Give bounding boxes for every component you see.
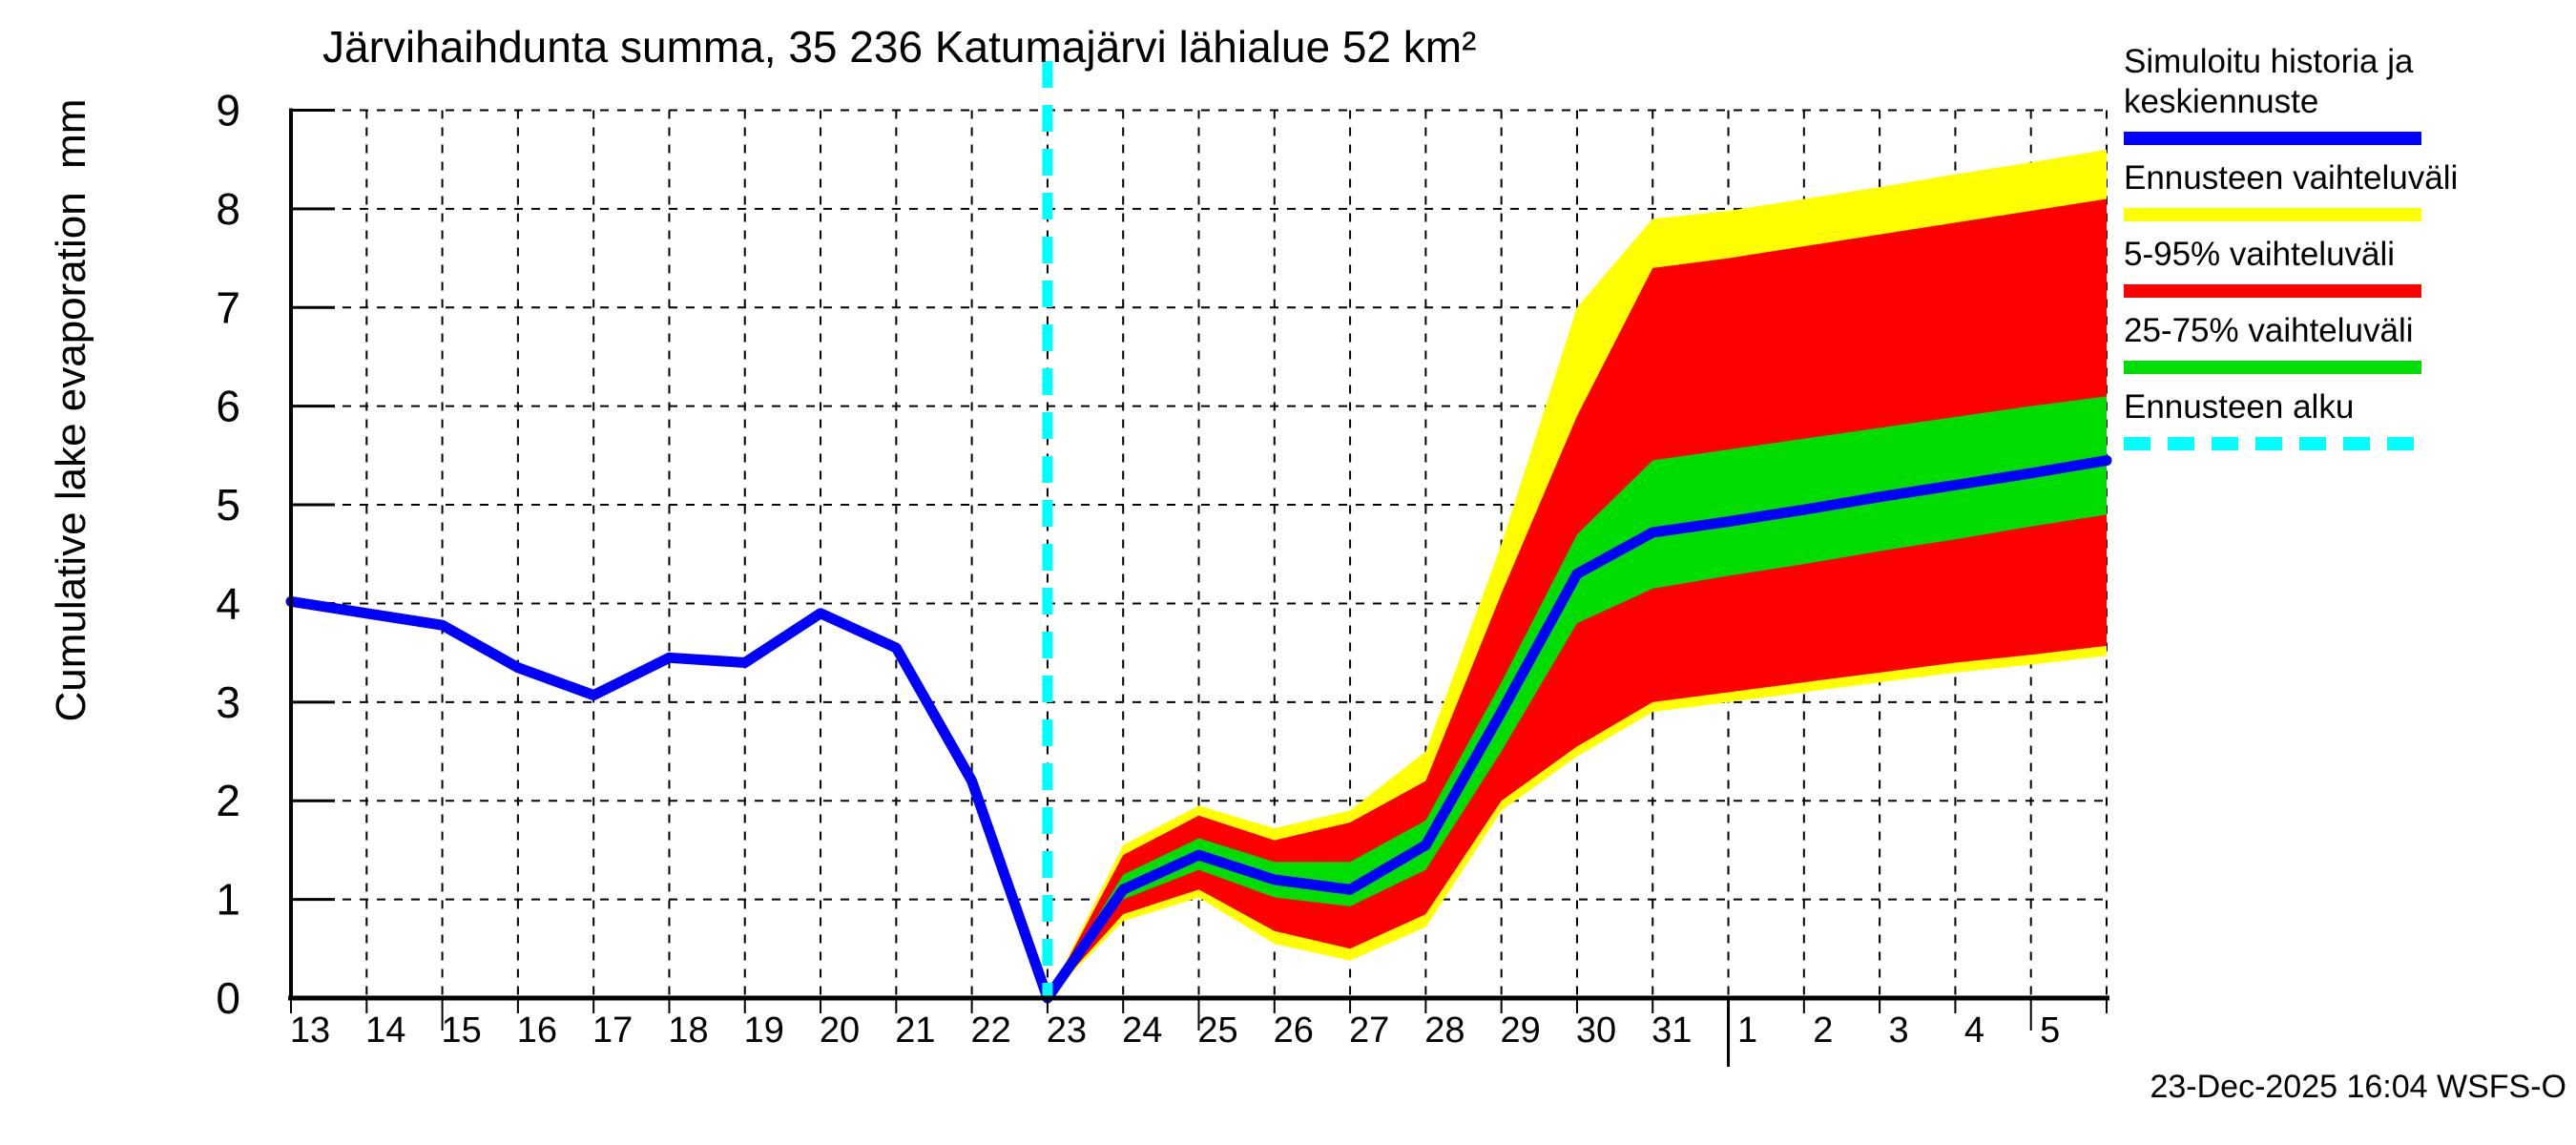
band — [1047, 396, 2107, 999]
legend-item-full-range: Ennusteen vaihteluväli — [2124, 158, 2572, 221]
legend-item-history: Simuloitu historia ja keskiennuste — [2124, 42, 2572, 145]
x-tick-label: 20 — [820, 1010, 860, 1051]
x-tick-label: 24 — [1122, 1010, 1162, 1051]
legend-label: Simuloitu historia ja — [2124, 43, 2414, 80]
legend-item-5-95: 5-95% vaihteluväli — [2124, 235, 2572, 298]
x-tick-label: 30 — [1576, 1010, 1616, 1051]
y-tick-label: 1 — [216, 875, 240, 925]
x-tick-label: 26 — [1274, 1010, 1314, 1051]
x-tick-label: 31 — [1652, 1010, 1692, 1051]
x-tick-label: 27 — [1349, 1010, 1389, 1051]
y-tick-label: 7 — [216, 282, 240, 332]
legend-item-25-75: 25-75% vaihteluväli — [2124, 311, 2572, 374]
y-tick-label: 0 — [216, 973, 240, 1023]
x-axis-month-december: Joulukuu 2025 December — [294, 1055, 552, 1145]
x-tick-label: 28 — [1424, 1010, 1465, 1051]
legend-label: keskiennuste — [2124, 83, 2319, 120]
timestamp: 23-Dec-2025 16:04 WSFS-O — [2150, 1069, 2566, 1105]
x-tick-label: 25 — [1197, 1010, 1237, 1051]
y-tick-label: 2 — [216, 776, 240, 825]
x-tick-label: 23 — [1047, 1010, 1087, 1051]
x-tick-label: 21 — [895, 1010, 935, 1051]
x-tick-label: 22 — [970, 1010, 1010, 1051]
x-tick-label: 17 — [592, 1010, 633, 1051]
x-tick-label: 29 — [1501, 1010, 1541, 1051]
x-tick-label: 4 — [1964, 1010, 1984, 1051]
x-tick-label: 13 — [290, 1010, 330, 1051]
legend-label: 25-75% vaihteluväli — [2124, 312, 2414, 349]
x-tick-label: 19 — [744, 1010, 784, 1051]
y-tick-label: 8 — [216, 184, 240, 234]
y-tick-label: 3 — [216, 677, 240, 727]
y-tick-label: 5 — [216, 480, 240, 530]
legend-label: Ennusteen vaihteluväli — [2124, 159, 2459, 197]
legend-label: Ennusteen alku — [2124, 388, 2355, 426]
legend-item-forecast-start: Ennusteen alku — [2124, 387, 2572, 450]
x-tick-label: 1 — [1737, 1010, 1757, 1051]
x-axis-month-january: Tammikuu 2026 January — [1801, 1055, 2081, 1145]
x-tick-label: 3 — [1889, 1010, 1909, 1051]
legend: Simuloitu historia ja keskiennuste Ennus… — [2124, 42, 2572, 464]
x-tick-label: 18 — [668, 1010, 708, 1051]
history-median-line-swatch — [2124, 132, 2421, 145]
x-tick-label: 2 — [1813, 1010, 1833, 1051]
y-tick-label: 6 — [216, 382, 240, 431]
chart-title: Järvihaihdunta summa, 35 236 Katumajärvi… — [322, 22, 1477, 72]
x-tick-label: 16 — [517, 1010, 557, 1051]
x-tick-label: 14 — [365, 1010, 405, 1051]
legend-label: 5-95% vaihteluväli — [2124, 236, 2396, 273]
y-axis-label: Cumulative lake evaporation mm — [48, 98, 94, 722]
y-tick-label: 4 — [216, 578, 240, 628]
full-range-swatch — [2124, 208, 2421, 221]
y-tick-label: 9 — [216, 86, 240, 135]
range-25-75-swatch — [2124, 361, 2421, 374]
forecast-start-line-swatch — [2124, 437, 2421, 450]
x-tick-label: 15 — [441, 1010, 481, 1051]
range-5-95-swatch — [2124, 284, 2421, 298]
x-tick-label: 5 — [2040, 1010, 2060, 1051]
